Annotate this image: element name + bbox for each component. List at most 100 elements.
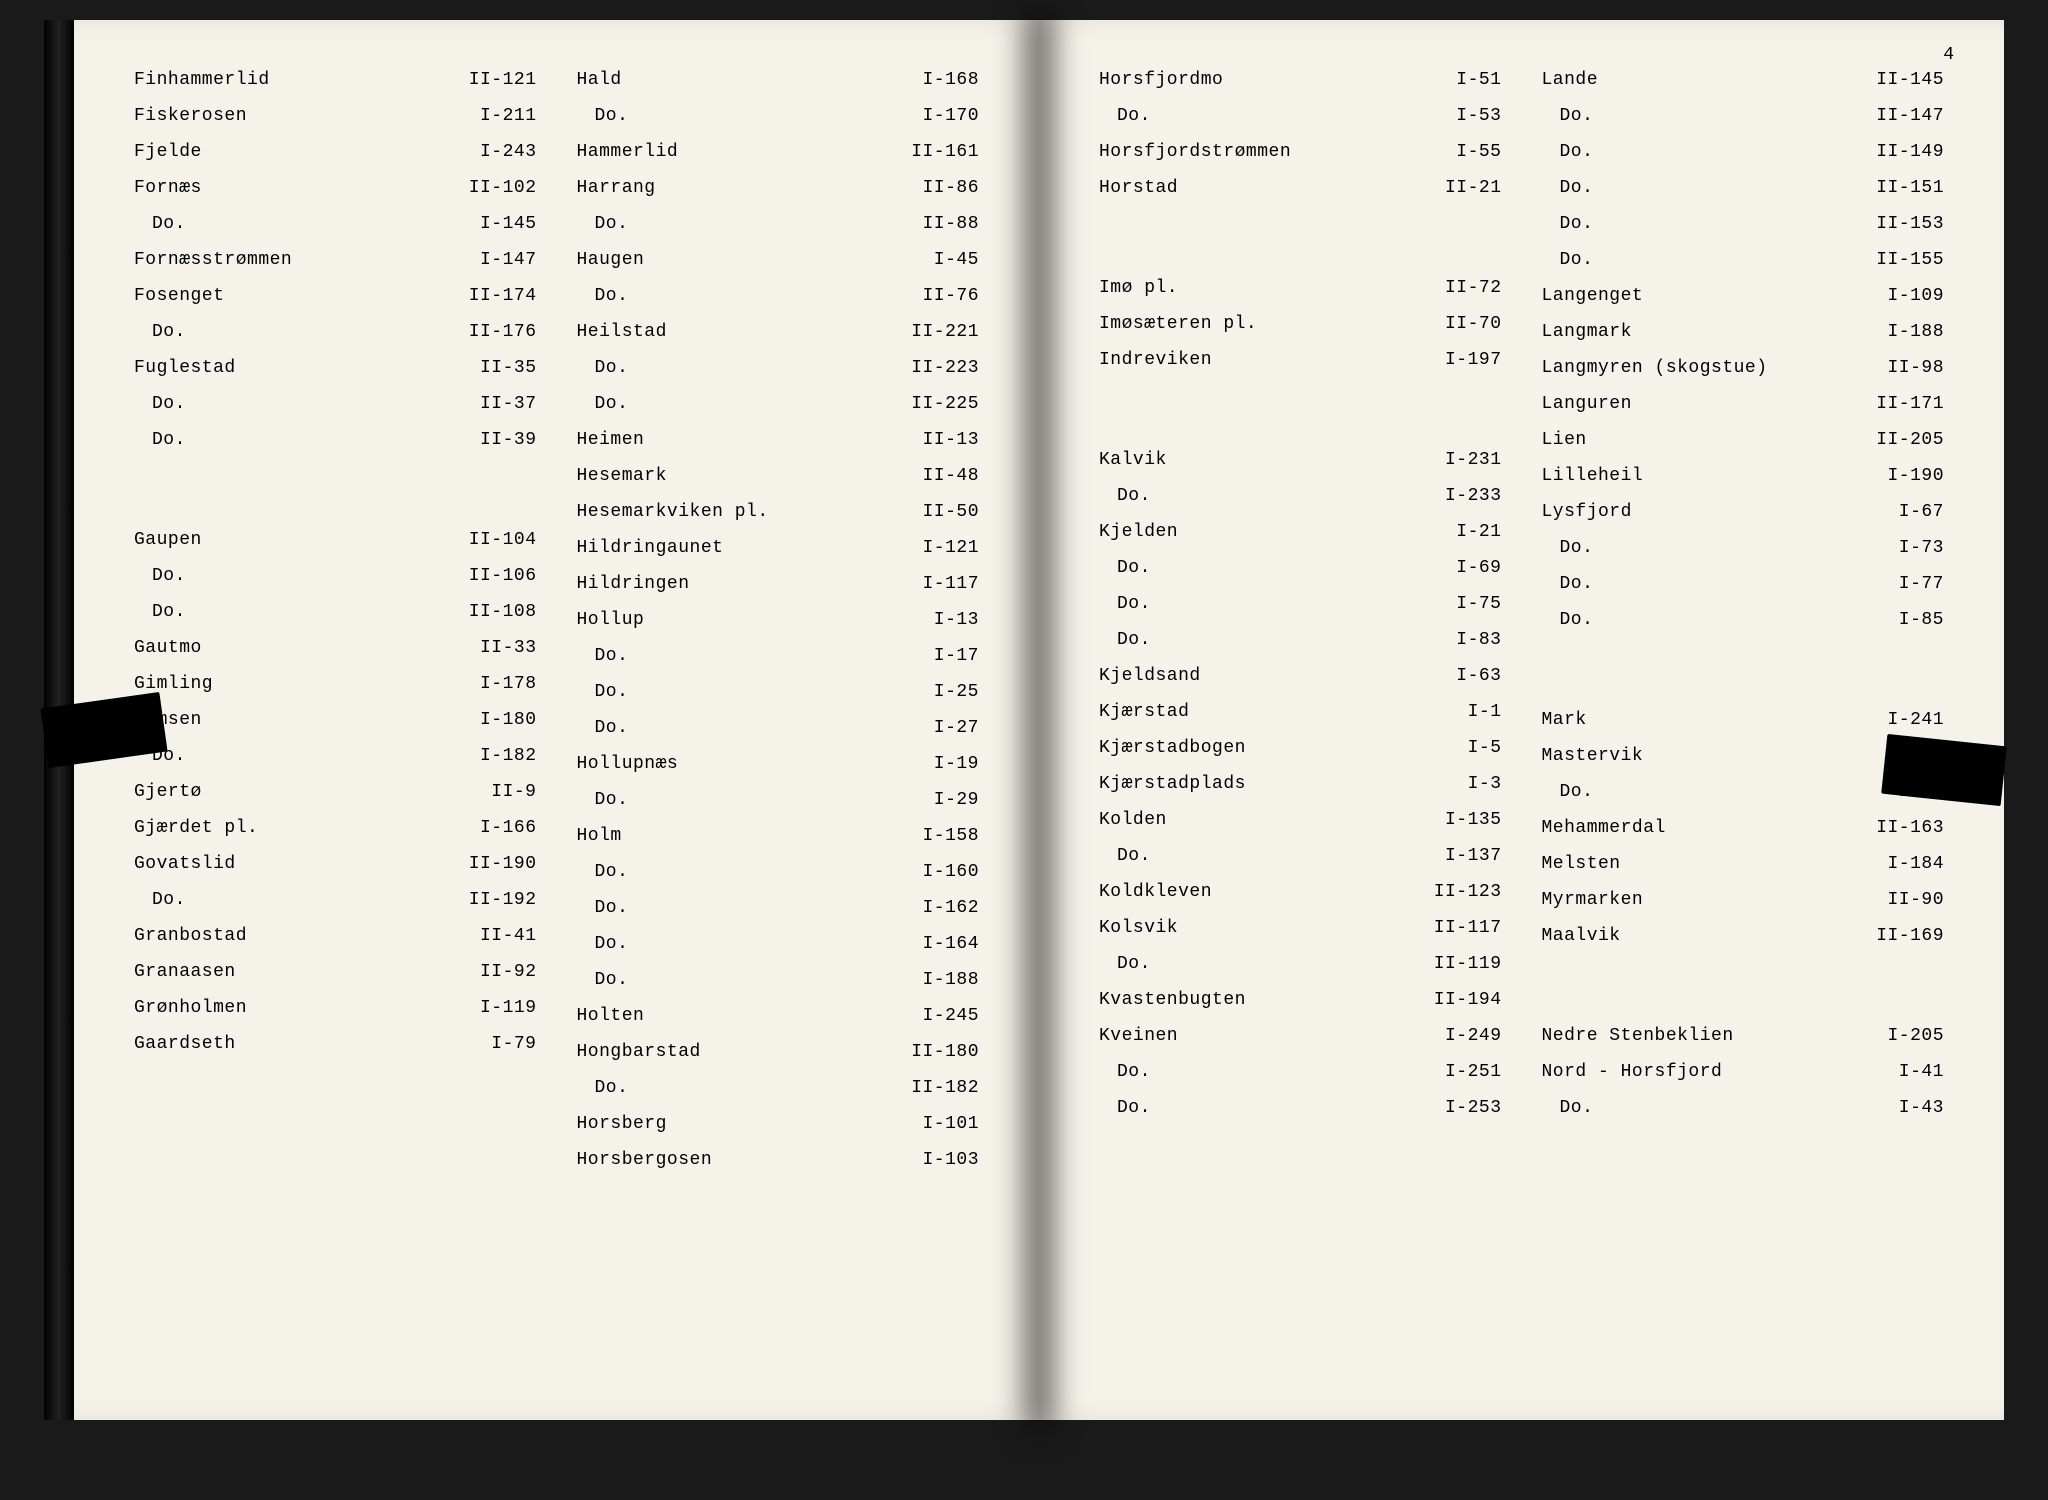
entry-name: Kjeldsand	[1099, 666, 1201, 686]
entry-ref: II-155	[1876, 250, 1944, 270]
entry-name: Granbostad	[134, 926, 247, 946]
index-entry: HorsfjordmoI-51	[1099, 70, 1502, 90]
entry-ref: I-5	[1468, 738, 1502, 758]
entry-ref: I-147	[480, 250, 537, 270]
entry-name: Imøsæteren pl.	[1099, 314, 1257, 334]
entry-name: Kjelden	[1099, 522, 1178, 542]
entry-name: Do.	[577, 286, 629, 306]
entry-name: Lilleheil	[1542, 466, 1644, 486]
entry-ref: I-253	[1445, 1098, 1502, 1118]
page-number: 4	[1943, 45, 1954, 65]
entry-name: Do.	[1542, 574, 1594, 594]
index-entry: Do.I-170	[577, 106, 980, 126]
index-entry: KjeldenI-21	[1099, 522, 1502, 542]
entry-name: Holm	[577, 826, 622, 846]
entry-name: Kalvik	[1099, 450, 1167, 470]
entry-ref: I-135	[1445, 810, 1502, 830]
entry-name: Kjærstad	[1099, 702, 1189, 722]
entry-name: Do.	[134, 430, 186, 450]
entry-ref: I-197	[1445, 350, 1502, 370]
index-entry: Do.I-145	[134, 214, 537, 234]
entry-name: Gjærdet pl.	[134, 818, 258, 838]
index-entry: Do.II-223	[577, 358, 980, 378]
entry-ref: II-149	[1876, 142, 1944, 162]
index-entry: Do.II-155	[1542, 250, 1945, 270]
entry-ref: I-231	[1445, 450, 1502, 470]
index-entry: IndrevikenI-197	[1099, 350, 1502, 370]
entry-ref: II-9	[491, 782, 536, 802]
entry-name: Do.	[1099, 846, 1151, 866]
index-entry: Grønholmen I-119	[134, 998, 537, 1018]
entry-ref: I-17	[934, 646, 979, 666]
entry-name: Do.	[577, 106, 629, 126]
entry-name: Fosenget	[134, 286, 224, 306]
entry-name: Gaardseth	[134, 1034, 236, 1054]
index-entry: Do.II-176	[134, 322, 537, 342]
entry-name: Langenget	[1542, 286, 1644, 306]
index-entry: Do.II-106	[134, 566, 537, 586]
entry-ref: II-180	[911, 1042, 979, 1062]
index-entry: Do.II-153	[1542, 214, 1945, 234]
entry-name: Do.	[134, 394, 186, 414]
entry-name: Heilstad	[577, 322, 667, 342]
entry-name: Do.	[1099, 486, 1151, 506]
entry-ref: II-108	[469, 602, 537, 622]
index-entry: KvastenbugtenII-194	[1099, 990, 1502, 1010]
entry-name: Nord - Horsfjord	[1542, 1062, 1723, 1082]
entry-ref: II-35	[480, 358, 537, 378]
entry-name: Kolden	[1099, 810, 1167, 830]
entry-name: Langmyren (skogstue)	[1542, 358, 1768, 378]
entry-name: Lien	[1542, 430, 1587, 450]
index-entry: HarrangII-86	[577, 178, 980, 198]
entry-ref: II-13	[922, 430, 979, 450]
entry-name: Do.	[577, 862, 629, 882]
entry-name: Horsbergosen	[577, 1150, 713, 1170]
entry-ref: I-3	[1468, 774, 1502, 794]
book-spread: FinhammerlidII-121FiskerosenI-211FjeldeI…	[44, 20, 2004, 1420]
entry-ref: II-72	[1445, 278, 1502, 298]
entry-name: Koldkleven	[1099, 882, 1212, 902]
entry-ref: II-117	[1434, 918, 1502, 938]
index-entry: FinhammerlidII-121	[134, 70, 537, 90]
index-entry: HildringenI-117	[577, 574, 980, 594]
entry-ref: II-161	[911, 142, 979, 162]
entry-ref: I-119	[480, 998, 537, 1018]
entry-name: Do.	[1542, 214, 1594, 234]
index-entry: HollupI-13	[577, 610, 980, 630]
entry-name: Do.	[577, 682, 629, 702]
entry-ref: I-69	[1456, 558, 1501, 578]
index-entry: MarkI-241	[1542, 710, 1945, 730]
entry-ref: I-55	[1456, 142, 1501, 162]
entry-name: Do.	[577, 790, 629, 810]
entry-name: Do.	[1099, 558, 1151, 578]
entry-name: Languren	[1542, 394, 1632, 414]
entry-name: Do.	[134, 566, 186, 586]
entry-name: Hammerlid	[577, 142, 679, 162]
entry-ref: II-151	[1876, 178, 1944, 198]
spacer	[1099, 386, 1502, 418]
left-page: FinhammerlidII-121FiskerosenI-211FjeldeI…	[74, 20, 1039, 1420]
index-entry: Hesemarkviken pl.II-50	[577, 502, 980, 522]
entry-name: Do.	[1542, 610, 1594, 630]
entry-name: Maalvik	[1542, 926, 1621, 946]
entry-name: Gautmo	[134, 638, 202, 658]
entry-ref: I-137	[1445, 846, 1502, 866]
entry-ref: I-117	[922, 574, 979, 594]
entry-name: Do.	[1542, 1098, 1594, 1118]
entry-name: Haugen	[577, 250, 645, 270]
index-entry: Do.I-85	[1542, 610, 1945, 630]
entry-name: Hald	[577, 70, 622, 90]
entry-name: Heimen	[577, 430, 645, 450]
entry-name: Do.	[577, 970, 629, 990]
entry-ref: II-92	[480, 962, 537, 982]
entry-ref: II-37	[480, 394, 537, 414]
index-entry: KveinenI-249	[1099, 1026, 1502, 1046]
entry-name: Melsten	[1542, 854, 1621, 874]
entry-ref: II-48	[922, 466, 979, 486]
entry-ref: II-192	[469, 890, 537, 910]
index-entry: LangengetI-109	[1542, 286, 1945, 306]
index-entry: LysfjordI-67	[1542, 502, 1945, 522]
entry-ref: I-211	[480, 106, 537, 126]
index-entry: Imøsæteren pl.II-70	[1099, 314, 1502, 334]
entry-name: Grønholmen	[134, 998, 247, 1018]
